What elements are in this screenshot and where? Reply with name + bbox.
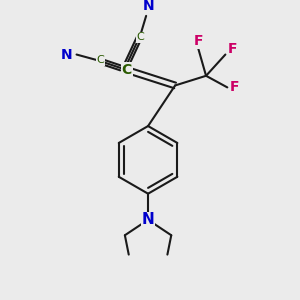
Text: F: F	[194, 34, 203, 48]
Text: N: N	[142, 0, 154, 13]
Text: N: N	[142, 212, 154, 227]
Text: C: C	[136, 32, 144, 42]
Text: F: F	[227, 42, 237, 56]
Text: N: N	[61, 47, 73, 61]
Text: C: C	[122, 63, 132, 77]
Text: F: F	[229, 80, 239, 94]
Text: C: C	[97, 55, 105, 65]
